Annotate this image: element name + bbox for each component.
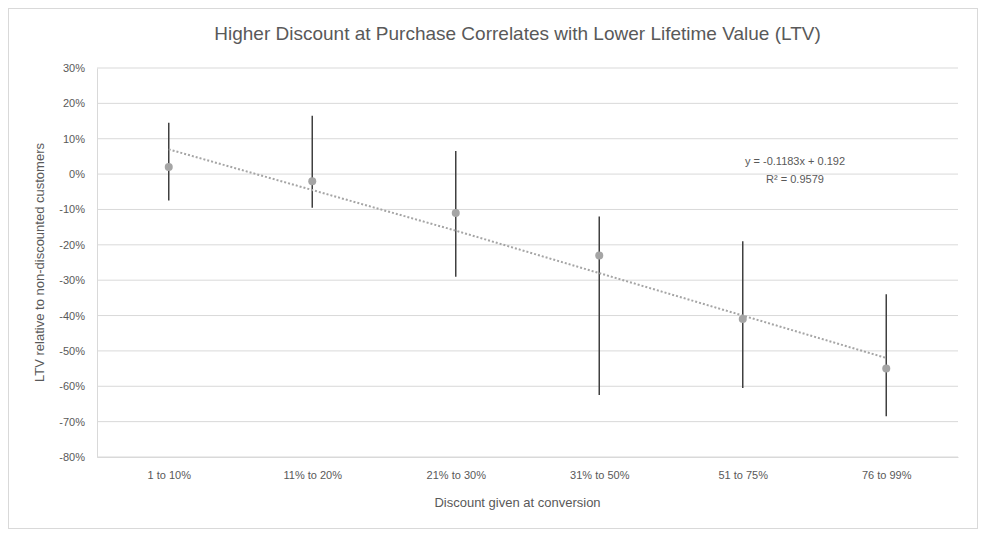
- y-tick-label: -70%: [59, 416, 85, 428]
- x-tick: 31% to 50%: [570, 457, 630, 481]
- y-axis-line: [97, 69, 98, 458]
- y-axis-title: LTV relative to non-discounted customers: [32, 143, 47, 382]
- y-tick-label: -30%: [59, 274, 85, 286]
- grid-line: [97, 138, 958, 139]
- point: [165, 163, 173, 171]
- y-tick: 10%: [63, 133, 97, 145]
- y-tick: -80%: [59, 451, 97, 463]
- x-tick: 1 to 10%: [148, 457, 192, 481]
- point: [452, 209, 460, 217]
- y-tick: 30%: [63, 62, 97, 74]
- y-tick: -50%: [59, 345, 97, 357]
- grid: [97, 68, 958, 457]
- x-tick-label: 51 to 75%: [718, 469, 768, 481]
- grid-line: [97, 209, 958, 210]
- y-tick-label: 10%: [63, 133, 85, 145]
- grid-line: [97, 350, 958, 351]
- point: [308, 177, 316, 185]
- error-bar: [886, 294, 888, 416]
- grid-line: [97, 103, 958, 104]
- error-bar: [168, 123, 170, 201]
- x-tick-label: 31% to 50%: [570, 469, 630, 481]
- title: Higher Discount at Purchase Correlates w…: [214, 23, 821, 44]
- x-tick: 11% to 20%: [283, 457, 342, 481]
- x-tick-label: 11% to 20%: [283, 469, 342, 481]
- chart-frame: [9, 9, 978, 529]
- grid-line: [97, 244, 958, 245]
- annotation: y = -0.1183x + 0.192: [745, 155, 845, 167]
- y-tick-label: -10%: [59, 203, 85, 215]
- x-tick: 76 to 99%: [862, 457, 912, 481]
- x-tick: 51 to 75%: [718, 457, 768, 481]
- y-tick-label: 0%: [69, 168, 85, 180]
- grid-line: [97, 457, 958, 458]
- x-tick-label: 21% to 30%: [427, 469, 487, 481]
- y-tick-label: -20%: [59, 239, 85, 251]
- y-tick: -10%: [59, 203, 97, 215]
- annotation: R² = 0.9579: [766, 173, 824, 185]
- grid-line: [97, 174, 958, 175]
- y-tick: 0%: [69, 168, 97, 180]
- error-bar: [312, 116, 314, 208]
- y-tick: -20%: [59, 239, 97, 251]
- y-tick: -70%: [59, 416, 97, 428]
- y-tick: -60%: [59, 380, 97, 392]
- x-tick: 21% to 30%: [427, 457, 487, 481]
- x-tick-label: 1 to 10%: [148, 469, 192, 481]
- y-tick-label: -60%: [59, 380, 85, 392]
- trend-line: [169, 149, 887, 358]
- y-tick-label: 30%: [63, 62, 85, 74]
- grid-line: [97, 68, 958, 69]
- y-tick-label: 20%: [63, 97, 85, 109]
- chart: -80% -70% -60% -50% -40% -30% -20% -10% 0% 10% 20%…: [0, 0, 986, 537]
- point: [882, 365, 890, 373]
- y-axis: -80% -70% -60% -50% -40% -30% -20% -10% 0% 10% 20%…: [59, 62, 97, 463]
- error-bar: [599, 217, 601, 396]
- y-tick-label: -50%: [59, 345, 85, 357]
- x-axis: 1 to 10% 11% to 20% 21% to 30% 31% to 50% 51…: [98, 457, 959, 481]
- x-tick-label: 76 to 99%: [862, 469, 912, 481]
- y-tick: -30%: [59, 274, 97, 286]
- plot-area: [165, 116, 891, 417]
- point: [595, 251, 603, 259]
- y-tick-label: -40%: [59, 310, 85, 322]
- x-axis-line: [98, 457, 959, 458]
- grid-line: [97, 421, 958, 422]
- y-tick: 20%: [63, 97, 97, 109]
- x-axis-title: Discount given at conversion: [434, 495, 600, 510]
- grid-line: [97, 315, 958, 316]
- grid-line: [97, 386, 958, 387]
- y-tick: -40%: [59, 310, 97, 322]
- y-tick-label: -80%: [59, 451, 85, 463]
- grid-line: [97, 280, 958, 281]
